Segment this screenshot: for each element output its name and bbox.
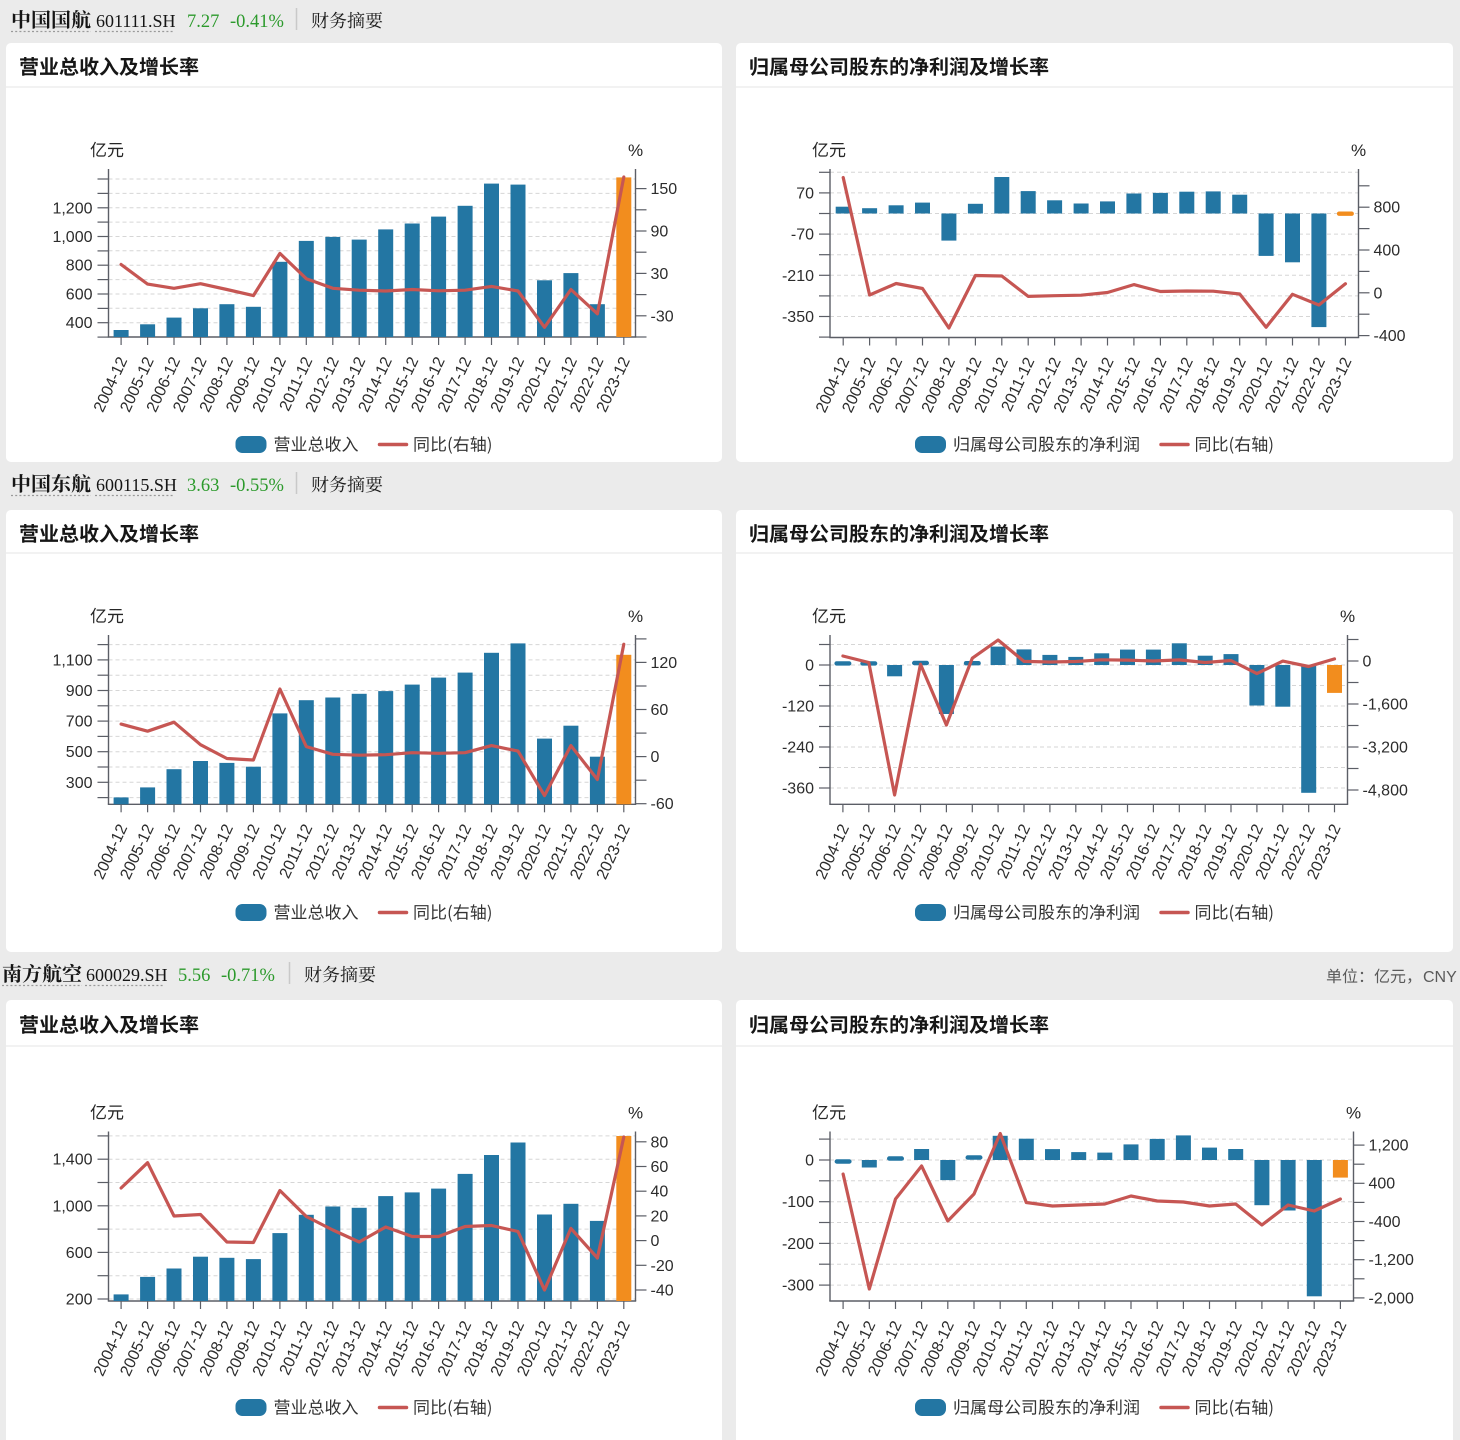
svg-text:600: 600 [66, 287, 93, 304]
svg-text:600: 600 [66, 1245, 93, 1262]
svg-text:80: 80 [651, 1134, 669, 1151]
svg-text:-120: -120 [782, 699, 814, 716]
svg-text:-60: -60 [651, 796, 674, 813]
svg-text:-0.41%: -0.41% [230, 12, 284, 32]
svg-text:0: 0 [805, 658, 814, 675]
svg-text:-20: -20 [651, 1258, 674, 1275]
svg-text:60: 60 [651, 702, 669, 719]
svg-text:-300: -300 [782, 1278, 814, 1295]
svg-text:-200: -200 [782, 1236, 814, 1253]
svg-text:%: % [1340, 607, 1355, 626]
svg-text:1,200: 1,200 [52, 200, 92, 217]
svg-text:-1,200: -1,200 [1369, 1252, 1414, 1269]
svg-text:-400: -400 [1369, 1214, 1401, 1231]
svg-text:900: 900 [66, 683, 93, 700]
svg-text:%: % [1346, 1104, 1361, 1123]
svg-text:-70: -70 [791, 227, 814, 244]
svg-text:60: 60 [651, 1159, 669, 1176]
svg-text:30: 30 [651, 266, 669, 283]
svg-text:%: % [628, 141, 643, 160]
svg-text:1,200: 1,200 [1369, 1138, 1409, 1155]
svg-text:-240: -240 [782, 740, 814, 757]
svg-text:%: % [628, 607, 643, 626]
svg-text:500: 500 [66, 744, 93, 761]
svg-text:-100: -100 [782, 1194, 814, 1211]
svg-text:600115.SH: 600115.SH [96, 475, 177, 495]
svg-text:1,100: 1,100 [52, 652, 92, 669]
svg-text:300: 300 [66, 775, 93, 792]
svg-text:-4,800: -4,800 [1363, 783, 1408, 800]
svg-text:-30: -30 [651, 308, 674, 325]
svg-text:5.56: 5.56 [178, 966, 210, 986]
svg-text:-2,000: -2,000 [1369, 1290, 1414, 1307]
svg-text:90: 90 [651, 224, 669, 241]
svg-text:-40: -40 [651, 1283, 674, 1300]
svg-text:70: 70 [796, 185, 814, 202]
svg-text:7.27: 7.27 [187, 12, 219, 32]
svg-text:-0.71%: -0.71% [221, 966, 275, 986]
svg-text:400: 400 [66, 315, 93, 332]
svg-text:200: 200 [66, 1292, 93, 1309]
svg-text:1,000: 1,000 [52, 229, 92, 246]
svg-text:40: 40 [651, 1184, 669, 1201]
svg-text:0: 0 [1363, 654, 1372, 671]
svg-text:0: 0 [651, 749, 660, 766]
svg-text:-0.55%: -0.55% [230, 476, 284, 496]
svg-text:-350: -350 [782, 309, 814, 326]
svg-text:400: 400 [1369, 1176, 1396, 1193]
svg-text:0: 0 [1374, 285, 1383, 302]
svg-text:3.63: 3.63 [187, 476, 219, 496]
svg-text:800: 800 [66, 258, 93, 275]
svg-text:120: 120 [651, 655, 678, 672]
svg-text:1,400: 1,400 [52, 1152, 92, 1169]
svg-text:400: 400 [1374, 243, 1401, 260]
svg-text:600029.SH: 600029.SH [86, 965, 168, 985]
svg-text:%: % [1351, 141, 1366, 160]
svg-text:150: 150 [651, 181, 678, 198]
svg-text:1,000: 1,000 [52, 1198, 92, 1215]
svg-text:700: 700 [66, 714, 93, 731]
svg-text:-360: -360 [782, 781, 814, 798]
svg-text:0: 0 [805, 1153, 814, 1170]
svg-text:CNY: CNY [1423, 969, 1457, 986]
svg-text:-3,200: -3,200 [1363, 740, 1408, 757]
svg-text:20: 20 [651, 1208, 669, 1225]
svg-text:-210: -210 [782, 268, 814, 285]
svg-text:-1,600: -1,600 [1363, 697, 1408, 714]
svg-text:%: % [628, 1104, 643, 1123]
svg-text:0: 0 [651, 1233, 660, 1250]
svg-text:601111.SH: 601111.SH [96, 11, 176, 31]
svg-text:800: 800 [1374, 200, 1401, 217]
svg-text:-400: -400 [1374, 328, 1406, 345]
